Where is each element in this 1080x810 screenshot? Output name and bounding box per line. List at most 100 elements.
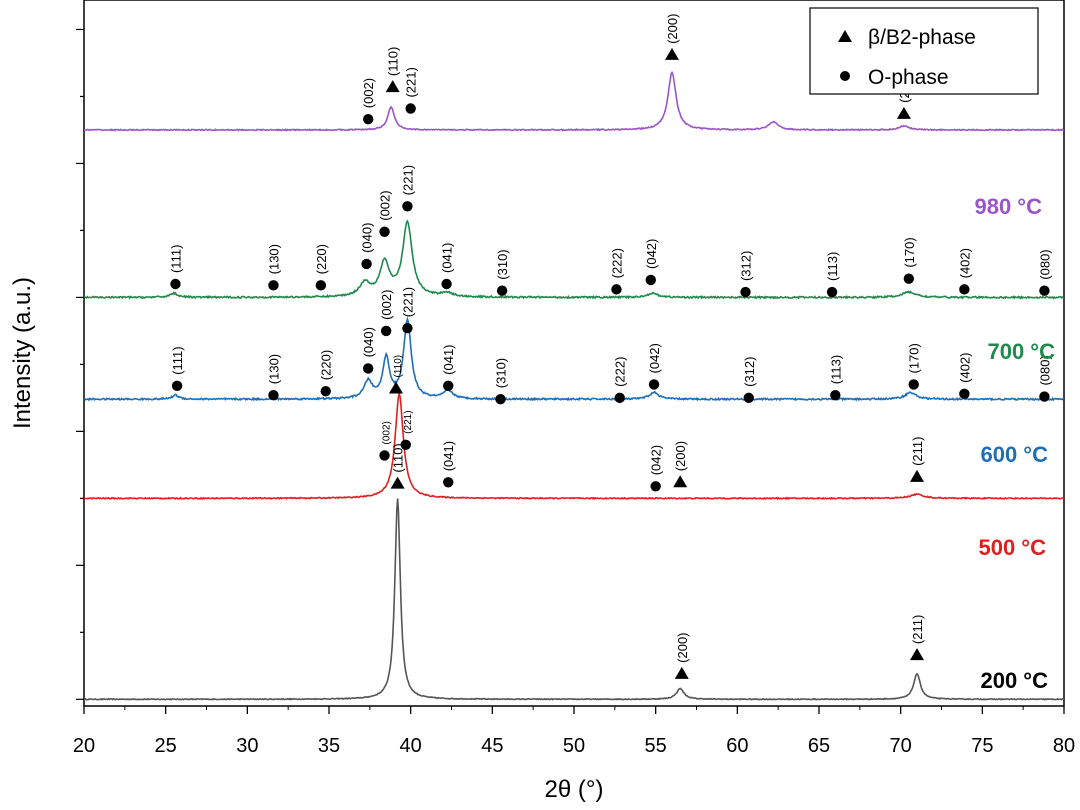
- peak-label: (211): [910, 615, 925, 644]
- o-phase-marker: [959, 284, 970, 295]
- peak-label: (220): [314, 244, 329, 274]
- legend: β/B2-phase O-phase: [809, 7, 1039, 95]
- o-phase-marker: [443, 477, 454, 488]
- peak-label: (111): [168, 245, 183, 273]
- o-phase-marker: [495, 394, 506, 405]
- beta-phase-marker: [910, 648, 924, 661]
- peak-label: (042): [647, 343, 662, 373]
- peak-label: (402): [957, 248, 972, 278]
- peak-label: (221): [403, 410, 414, 433]
- beta-phase-marker: [673, 475, 688, 488]
- o-phase-marker: [903, 273, 915, 284]
- temp-label-200: 200 °C: [980, 668, 1048, 693]
- beta-phase-marker: [896, 106, 911, 119]
- x-tick-label: 70: [890, 735, 912, 757]
- beta-phase-marker: [385, 80, 400, 93]
- series-line-500: [83, 390, 1065, 501]
- o-phase-marker: [650, 481, 661, 492]
- temperature-labels: 980 °C 700 °C 600 °C 500 °C 200 °C: [974, 194, 1055, 693]
- series-line-600: [84, 316, 1065, 402]
- peak-label: (170): [902, 237, 917, 267]
- peak-label: (310): [495, 249, 510, 279]
- peak-label: (312): [742, 357, 757, 387]
- x-tick-label: 50: [563, 735, 585, 757]
- peak-label: (111): [170, 346, 185, 374]
- o-phase-marker: [170, 278, 181, 290]
- o-phase-marker: [402, 323, 413, 334]
- temp-label-600: 600 °C: [980, 442, 1048, 467]
- peak-label: (002): [361, 78, 376, 108]
- o-phase-marker: [400, 439, 411, 450]
- x-tick-label: 75: [971, 735, 993, 757]
- series-group: [83, 70, 1065, 701]
- y-axis-title: Intensity (a.u.): [9, 277, 36, 429]
- peak-label: (200): [673, 441, 688, 471]
- peak-label: (040): [361, 327, 376, 357]
- peak-label: (041): [441, 344, 456, 374]
- o-phase-marker: [379, 226, 390, 237]
- temp-label-500: 500 °C: [978, 535, 1046, 560]
- o-phase-marker: [405, 103, 416, 114]
- beta-phase-marker: [390, 476, 405, 489]
- peak-label: (113): [825, 252, 840, 281]
- beta-phase-marker: [388, 381, 403, 394]
- o-phase-marker: [363, 114, 374, 125]
- peak-label: (130): [266, 244, 281, 274]
- peak-label: (200): [675, 632, 690, 662]
- beta-phase-marker: [674, 666, 689, 679]
- x-tick-label: 65: [808, 735, 830, 757]
- x-tick-label: 45: [481, 735, 503, 757]
- o-phase-marker: [443, 380, 454, 392]
- x-tick-label: 25: [155, 735, 177, 757]
- o-phase-marker: [268, 389, 279, 401]
- peak-label: (170): [907, 343, 922, 373]
- peak-label: (080): [1037, 355, 1052, 385]
- peak-label: (113): [828, 355, 843, 384]
- x-tick-label: 35: [318, 735, 340, 757]
- peak-label: (211): [910, 437, 925, 466]
- peak-label: (110): [386, 47, 401, 76]
- peak-label: (200): [665, 14, 680, 44]
- o-phase-marker: [614, 392, 625, 404]
- legend-label-beta: β/B2-phase: [868, 26, 976, 49]
- o-phase-marker: [380, 325, 392, 337]
- peak-label: (130): [266, 354, 281, 384]
- legend-circle-marker: [840, 71, 850, 81]
- o-phase-marker: [402, 201, 413, 212]
- peak-label: (221): [400, 287, 415, 317]
- peak-label: (041): [441, 441, 456, 471]
- o-phase-marker: [1039, 391, 1050, 402]
- beta-phase-marker: [910, 469, 924, 482]
- marker-group: (110) (200) (211) (002) (221) (041) (042) (200)…: [168, 14, 1052, 679]
- o-phase-marker: [363, 363, 374, 374]
- peak-label: (222): [609, 248, 624, 278]
- peak-label: (220): [319, 350, 334, 380]
- series-line-700: [83, 219, 1065, 300]
- o-phase-marker: [171, 380, 183, 392]
- o-phase-marker: [268, 280, 279, 291]
- o-phase-marker: [645, 274, 656, 286]
- o-phase-marker: [361, 258, 372, 270]
- peak-label: (002): [378, 190, 393, 220]
- peak-label: (110): [393, 355, 404, 378]
- peak-label: (221): [404, 67, 419, 97]
- legend-triangle-marker: [838, 30, 852, 42]
- o-phase-marker: [959, 388, 970, 400]
- peak-label: (110): [391, 443, 406, 472]
- peak-label: (080): [1037, 249, 1052, 279]
- o-phase-marker: [379, 450, 390, 461]
- series-line-200: [83, 498, 1064, 701]
- peak-label: (002): [379, 290, 394, 320]
- series-line-980: [83, 70, 1065, 132]
- o-phase-marker: [830, 389, 841, 401]
- x-axis-title: 2θ (°): [545, 776, 604, 803]
- o-phase-marker: [315, 280, 327, 291]
- x-tick-label: 30: [236, 735, 258, 757]
- temp-label-980: 980 °C: [974, 194, 1042, 219]
- o-phase-marker: [320, 385, 331, 397]
- o-phase-marker: [908, 379, 919, 390]
- peak-label: (222): [613, 357, 628, 387]
- x-tick-label: 20: [73, 735, 95, 757]
- legend-label-o-phase: O-phase: [868, 66, 949, 89]
